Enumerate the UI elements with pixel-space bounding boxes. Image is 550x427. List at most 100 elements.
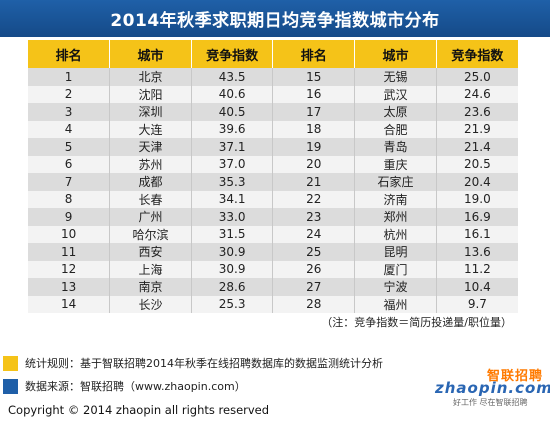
- rank-cell: 26: [272, 260, 356, 278]
- city-cell: 西安: [109, 243, 192, 261]
- zhaopin-logo: 智联招聘 zhaopin.com 好工作 尽在智联招聘: [435, 365, 550, 407]
- index-cell: 33.0: [191, 208, 274, 226]
- rank-cell: 6: [28, 155, 111, 173]
- rank-cell: 11: [28, 243, 111, 261]
- page-title: 2014年秋季求职期日均竞争指数城市分布: [110, 11, 440, 31]
- index-cell: 16.1: [436, 225, 518, 243]
- rank-cell: 13: [28, 278, 111, 296]
- city-cell: 北京: [109, 68, 192, 86]
- city-cell: 昆明: [354, 243, 437, 261]
- rank-cell: 15: [272, 68, 356, 86]
- table-row: 5 天津 37.1 19 青岛 21.4: [28, 138, 518, 156]
- rank-cell: 22: [272, 190, 356, 208]
- rank-cell: 18: [272, 120, 356, 138]
- city-cell: 太原: [354, 103, 437, 121]
- rank-cell: 8: [28, 190, 111, 208]
- rank-cell: 17: [272, 103, 356, 121]
- index-cell: 20.4: [436, 173, 518, 191]
- index-cell: 30.9: [191, 243, 274, 261]
- table-body: 1 北京 43.5 15 无锡 25.0 2 沈阳 40.6 16 武汉 24.6 3 深圳 40.5 17 太…: [28, 68, 518, 313]
- table-row: 3 深圳 40.5 17 太原 23.6: [28, 103, 518, 121]
- blue-square-icon: [3, 378, 18, 394]
- table-row: 11 西安 30.9 25 昆明 13.6: [28, 243, 518, 261]
- rank-cell: 4: [28, 120, 111, 138]
- index-cell: 11.2: [436, 260, 518, 278]
- rank-cell: 25: [272, 243, 356, 261]
- index-cell: 21.9: [436, 120, 518, 138]
- city-cell: 济南: [354, 190, 437, 208]
- index-cell: 10.4: [436, 278, 518, 296]
- rank-cell: 10: [28, 225, 111, 243]
- city-cell: 哈尔滨: [109, 225, 192, 243]
- header-rank: 排名: [272, 40, 356, 68]
- ranking-table: 排名 城市 竞争指数 排名 城市 竞争指数 1 北京 43.5 15 无锡 25.0 2 沈阳…: [28, 40, 518, 313]
- header-rank: 排名: [28, 40, 111, 68]
- rank-cell: 2: [28, 85, 111, 103]
- header-index: 竞争指数: [191, 40, 274, 68]
- table-header-row: 排名 城市 竞争指数 排名 城市 竞争指数: [28, 40, 518, 68]
- index-cell: 21.4: [436, 138, 518, 156]
- city-cell: 合肥: [354, 120, 437, 138]
- rank-cell: 21: [272, 173, 356, 191]
- logo-name-en: zhaopin.com: [435, 379, 550, 397]
- city-cell: 广州: [109, 208, 192, 226]
- logo-slogan: 好工作 尽在智联招聘: [453, 398, 528, 407]
- city-cell: 福州: [354, 295, 437, 313]
- header-index: 竞争指数: [436, 40, 518, 68]
- table-row: 4 大连 39.6 18 合肥 21.9: [28, 120, 518, 138]
- index-cell: 37.0: [191, 155, 274, 173]
- ranking-table-container: 排名 城市 竞争指数 排名 城市 竞争指数 1 北京 43.5 15 无锡 25.0 2 沈阳…: [28, 40, 518, 313]
- yellow-square-icon: [3, 355, 18, 371]
- index-cell: 30.9: [191, 260, 274, 278]
- index-cell: 16.9: [436, 208, 518, 226]
- index-cell: 37.1: [191, 138, 274, 156]
- table-row: 14 长沙 25.3 28 福州 9.7: [28, 295, 518, 313]
- table-row: 10 哈尔滨 31.5 24 杭州 16.1: [28, 225, 518, 243]
- rank-cell: 7: [28, 173, 111, 191]
- table-row: 13 南京 28.6 27 宁波 10.4: [28, 278, 518, 296]
- index-cell: 25.0: [436, 68, 518, 86]
- rank-cell: 27: [272, 278, 356, 296]
- index-cell: 40.5: [191, 103, 274, 121]
- table-row: 1 北京 43.5 15 无锡 25.0: [28, 68, 518, 86]
- city-cell: 宁波: [354, 278, 437, 296]
- header-city: 城市: [109, 40, 192, 68]
- city-cell: 深圳: [109, 103, 192, 121]
- city-cell: 石家庄: [354, 173, 437, 191]
- table-row: 12 上海 30.9 26 厦门 11.2: [28, 260, 518, 278]
- city-cell: 厦门: [354, 260, 437, 278]
- index-cell: 39.6: [191, 120, 274, 138]
- table-row: 6 苏州 37.0 20 重庆 20.5: [28, 155, 518, 173]
- rank-cell: 3: [28, 103, 111, 121]
- index-cell: 40.6: [191, 85, 274, 103]
- city-cell: 长春: [109, 190, 192, 208]
- table-row: 2 沈阳 40.6 16 武汉 24.6: [28, 85, 518, 103]
- rank-cell: 28: [272, 295, 356, 313]
- index-cell: 20.5: [436, 155, 518, 173]
- table-row: 8 长春 34.1 22 济南 19.0: [28, 190, 518, 208]
- city-cell: 天津: [109, 138, 192, 156]
- title-bar: 2014年秋季求职期日均竞争指数城市分布: [0, 0, 550, 37]
- rule-legend: 统计规则：基于智联招聘2014年秋季在线招聘数据库的数据监测统计分析: [3, 355, 383, 371]
- rank-cell: 1: [28, 68, 111, 86]
- rule-text: 统计规则：基于智联招聘2014年秋季在线招聘数据库的数据监测统计分析: [25, 357, 383, 370]
- rank-cell: 9: [28, 208, 111, 226]
- copyright: Copyright © 2014 zhaopin all rights rese…: [8, 403, 270, 417]
- index-cell: 28.6: [191, 278, 274, 296]
- table-row: 9 广州 33.0 23 郑州 16.9: [28, 208, 518, 226]
- index-cell: 31.5: [191, 225, 274, 243]
- city-cell: 杭州: [354, 225, 437, 243]
- rank-cell: 14: [28, 295, 111, 313]
- index-cell: 35.3: [191, 173, 274, 191]
- rank-cell: 16: [272, 85, 356, 103]
- city-cell: 青岛: [354, 138, 437, 156]
- city-cell: 郑州: [354, 208, 437, 226]
- source-text: 数据来源：智联招聘（www.zhaopin.com）: [25, 380, 246, 393]
- city-cell: 大连: [109, 120, 192, 138]
- city-cell: 上海: [109, 260, 192, 278]
- city-cell: 成都: [109, 173, 192, 191]
- city-cell: 武汉: [354, 85, 437, 103]
- rank-cell: 19: [272, 138, 356, 156]
- city-cell: 长沙: [109, 295, 192, 313]
- header-city: 城市: [354, 40, 437, 68]
